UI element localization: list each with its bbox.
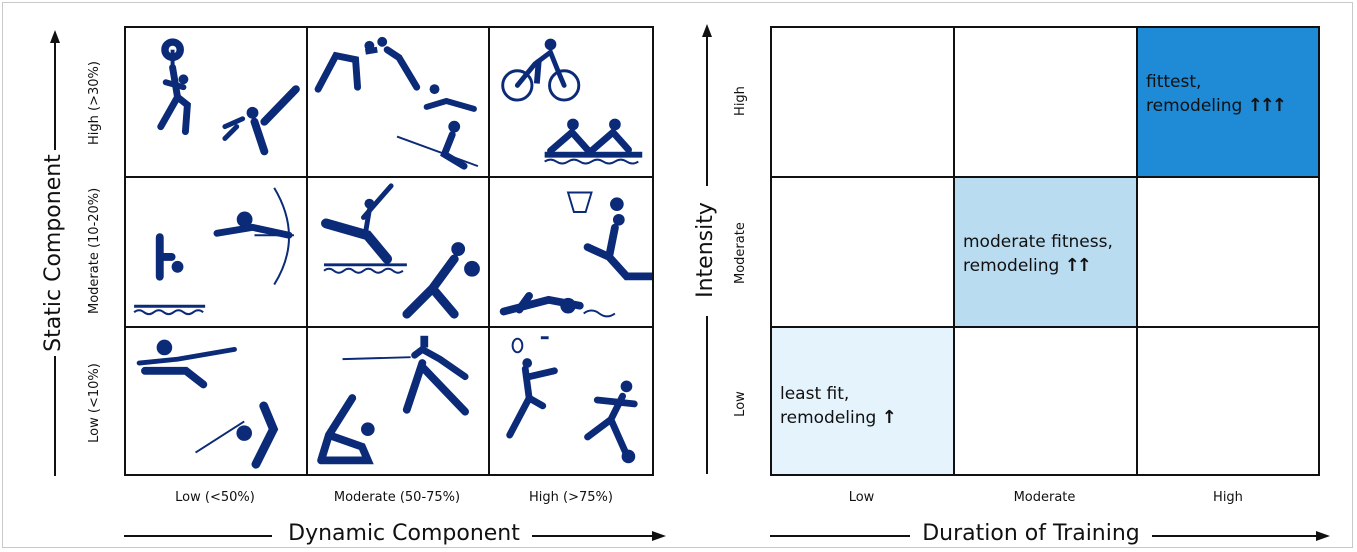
grid-cell-moderate-high — [1137, 177, 1319, 327]
intensity-axis-line-bottom — [706, 316, 708, 474]
basketball-swimming-icon — [499, 191, 652, 318]
intensity-axis-arrowhead — [702, 24, 712, 37]
moderate-fitness-label: moderate fitness, remodeling ↑↑ — [963, 232, 1113, 276]
cell-fencing-baseball — [307, 327, 489, 475]
grid-cell-high-moderate — [954, 27, 1137, 177]
intensity-axis-line-top — [706, 36, 708, 186]
grid-cell-low-moderate — [954, 327, 1137, 475]
static-axis-line-bottom — [54, 356, 56, 476]
grid-cell-moderate-fitness: moderate fitness, remodeling ↑↑ — [954, 177, 1137, 327]
col-label-moderate: Moderate (50-75%) — [333, 490, 461, 505]
cell-wrestling-gymnastics-sailing — [307, 27, 489, 177]
duration-col-label-low: Low — [848, 490, 875, 505]
surfing-boxing-icon — [321, 183, 480, 319]
col-label-high: High (>75%) — [529, 490, 613, 505]
weightlifting-karate-icon — [157, 38, 300, 156]
cell-basketball-swimming — [489, 177, 653, 327]
static-axis-title: Static Component — [41, 154, 66, 352]
cell-shooting-golf — [125, 327, 307, 475]
duration-col-label-moderate: Moderate — [1013, 490, 1076, 505]
diving-archery-icon — [133, 187, 294, 316]
wrestling-gymnastics-sailing-icon — [314, 36, 479, 170]
duration-axis-line-right — [1152, 535, 1317, 537]
cell-cycling-rowing — [489, 27, 653, 177]
row-label-moderate: Moderate (10-20%) — [87, 187, 102, 314]
duration-axis-title: Duration of Training — [922, 521, 1140, 546]
grid-cell-moderate-low — [771, 177, 954, 327]
arrow-up-icon: ↑↑ — [1064, 255, 1092, 276]
grid-cell-fittest: fittest, remodeling ↑↑↑ — [1137, 27, 1319, 177]
cycling-rowing-icon — [501, 38, 643, 165]
duration-axis-line-left — [770, 535, 910, 537]
fencing-baseball-icon — [317, 335, 470, 465]
dynamic-axis-arrowhead — [652, 531, 666, 541]
training-grid: fittest, remodeling ↑↑↑ moderate fitness… — [770, 26, 1320, 476]
shooting-golf-icon — [136, 339, 279, 469]
duration-col-label-high: High — [1213, 490, 1243, 505]
intensity-row-label-moderate: Moderate — [733, 222, 748, 284]
dynamic-axis-line-right — [532, 535, 652, 537]
arrow-up-icon: ↑↑↑ — [1247, 95, 1287, 116]
intensity-row-label-high: High — [733, 86, 748, 116]
arrow-up-icon: ↑ — [881, 407, 897, 428]
cell-diving-archery — [125, 177, 307, 327]
cell-badminton-athletics — [489, 327, 653, 475]
dynamic-axis-line-left — [124, 535, 272, 537]
intensity-row-label-low: Low — [733, 391, 748, 417]
static-axis-line-top — [54, 40, 56, 150]
grid-cell-low-high — [1137, 327, 1319, 475]
badminton-athletics-icon — [506, 336, 638, 464]
intensity-axis-title: Intensity — [693, 202, 718, 298]
grid-cell-high-low — [771, 27, 954, 177]
col-label-low: Low (<50%) — [175, 490, 255, 505]
duration-axis-arrowhead — [1316, 531, 1330, 541]
least-fit-label: least fit, remodeling ↑ — [780, 384, 897, 428]
row-label-high: High (>30%) — [87, 61, 102, 145]
fittest-label: fittest, remodeling ↑↑↑ — [1146, 72, 1287, 116]
cell-weightlifting-karate — [125, 27, 307, 177]
grid-cell-least-fit: least fit, remodeling ↑ — [771, 327, 954, 475]
static-axis-arrowhead — [50, 30, 60, 43]
row-label-low: Low (<10%) — [87, 363, 102, 443]
dynamic-axis-title: Dynamic Component — [288, 521, 520, 546]
cell-surfing-boxing — [307, 177, 489, 327]
pictogram-grid — [124, 26, 654, 476]
